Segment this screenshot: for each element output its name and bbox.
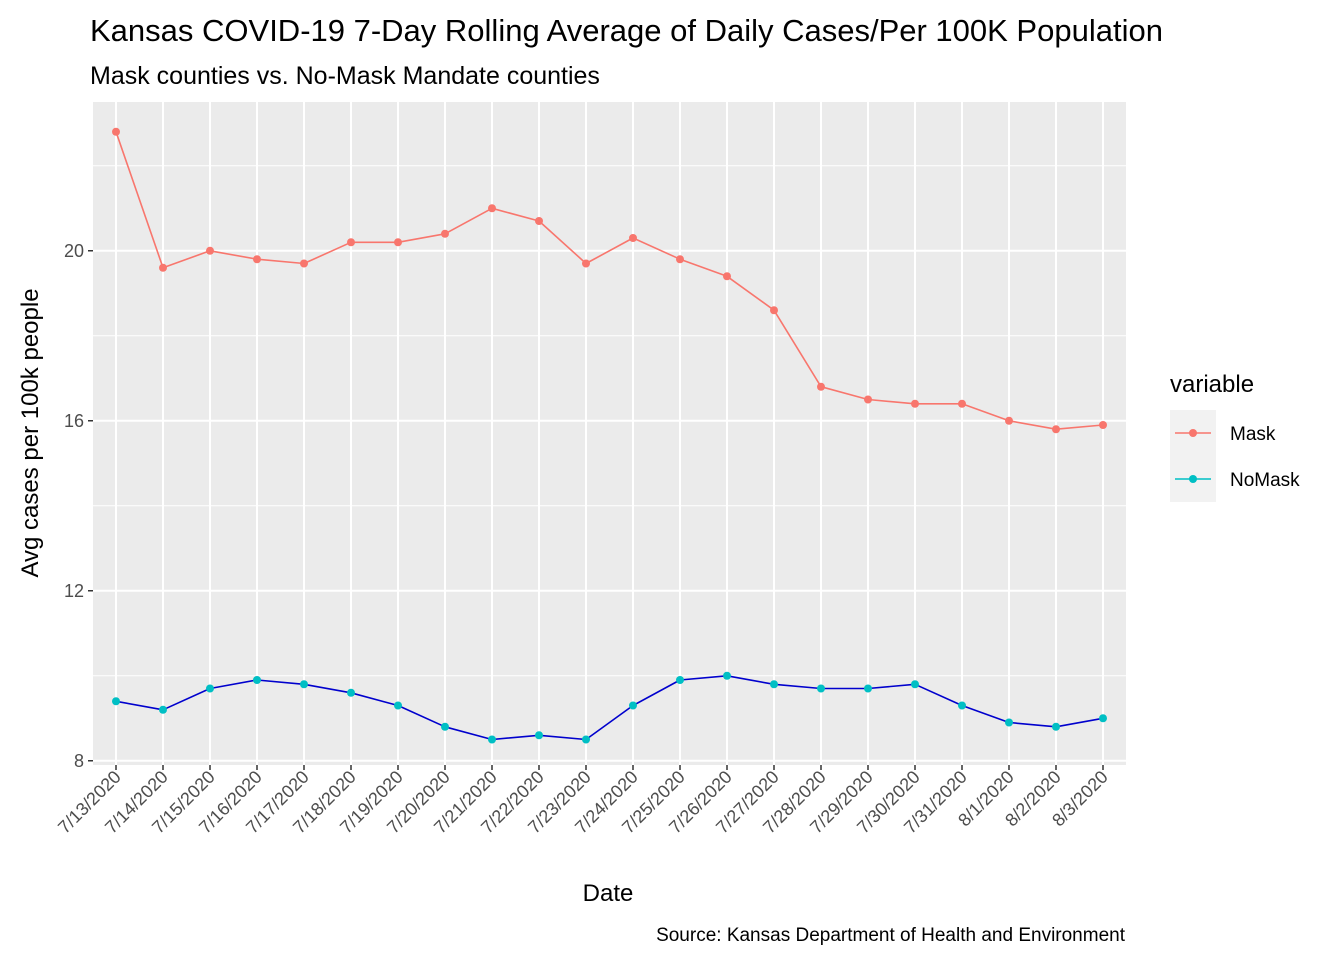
data-point-nomask (206, 684, 214, 693)
data-point-nomask (441, 722, 449, 731)
data-point-nomask (253, 676, 261, 684)
data-point-mask (394, 238, 402, 247)
data-point-mask (1052, 425, 1060, 434)
legend-items: Mask NoMask (1170, 410, 1300, 502)
data-point-mask (911, 399, 919, 408)
data-point-mask (958, 399, 966, 408)
data-point-nomask (770, 680, 778, 689)
y-axis-ticks: 8 12 16 20 (64, 241, 93, 771)
data-point-mask (1005, 416, 1013, 425)
data-point-nomask (347, 688, 355, 697)
data-point-mask (864, 395, 872, 404)
data-point-mask (535, 217, 543, 225)
series-lines (112, 127, 1107, 744)
legend-label-nomask: NoMask (1230, 470, 1300, 491)
data-point-nomask (394, 701, 402, 710)
data-point-nomask (864, 684, 872, 693)
legend: variable Mask NoMask (1170, 371, 1300, 502)
data-point-nomask (629, 701, 637, 710)
data-point-nomask (958, 701, 966, 710)
data-point-nomask (488, 735, 496, 744)
legend-label-mask: Mask (1230, 424, 1276, 445)
data-point-nomask (112, 697, 120, 706)
chart-title: Kansas COVID-19 7-Day Rolling Average of… (90, 13, 1163, 48)
data-point-mask (300, 259, 308, 268)
data-point-mask (817, 382, 825, 391)
data-point-mask (676, 255, 684, 264)
data-point-mask (112, 127, 120, 136)
y-tick-label: 8 (74, 751, 84, 771)
y-axis-title: Avg cases per 100k people (17, 288, 44, 577)
data-point-nomask (1005, 718, 1013, 727)
data-point-nomask (911, 680, 919, 689)
source-caption: Source: Kansas Department of Health and … (656, 925, 1126, 946)
data-point-mask (629, 234, 637, 242)
data-point-mask (253, 255, 261, 264)
series-mask (112, 127, 1107, 434)
data-point-mask (159, 263, 167, 272)
x-axis-ticks: 7/13/20207/14/20207/15/20207/16/20207/17… (54, 765, 1112, 837)
data-point-nomask (1052, 722, 1060, 731)
data-point-nomask (1099, 714, 1107, 723)
series-line-mask (115, 131, 1104, 431)
x-axis-title: Date (583, 880, 634, 907)
data-point-nomask (535, 731, 543, 740)
data-point-mask (441, 229, 449, 238)
legend-marker-mask (1189, 429, 1197, 437)
plot-panel (93, 102, 1126, 765)
legend-title: variable (1170, 371, 1254, 398)
data-point-mask (723, 272, 731, 281)
data-point-nomask (582, 735, 590, 744)
data-point-mask (770, 306, 778, 315)
data-point-mask (347, 238, 355, 247)
chart-subtitle: Mask counties vs. No-Mask Mandate counti… (90, 62, 600, 90)
legend-item-mask: Mask (1170, 410, 1276, 456)
data-point-mask (206, 246, 214, 255)
series-nomask (112, 671, 1107, 744)
data-point-mask (488, 204, 496, 213)
legend-item-nomask: NoMask (1170, 456, 1300, 502)
y-tick-label: 12 (64, 581, 84, 601)
data-point-mask (582, 259, 590, 268)
y-tick-label: 20 (64, 241, 84, 261)
series-line-nomask (115, 674, 1104, 741)
grid-lines (93, 102, 1126, 765)
data-point-mask (1099, 421, 1107, 429)
data-point-nomask (723, 671, 731, 680)
data-point-nomask (300, 680, 308, 689)
legend-marker-nomask (1189, 475, 1197, 483)
data-point-nomask (676, 676, 684, 684)
y-tick-label: 16 (64, 411, 84, 431)
data-point-nomask (159, 705, 167, 714)
data-point-nomask (817, 684, 825, 693)
